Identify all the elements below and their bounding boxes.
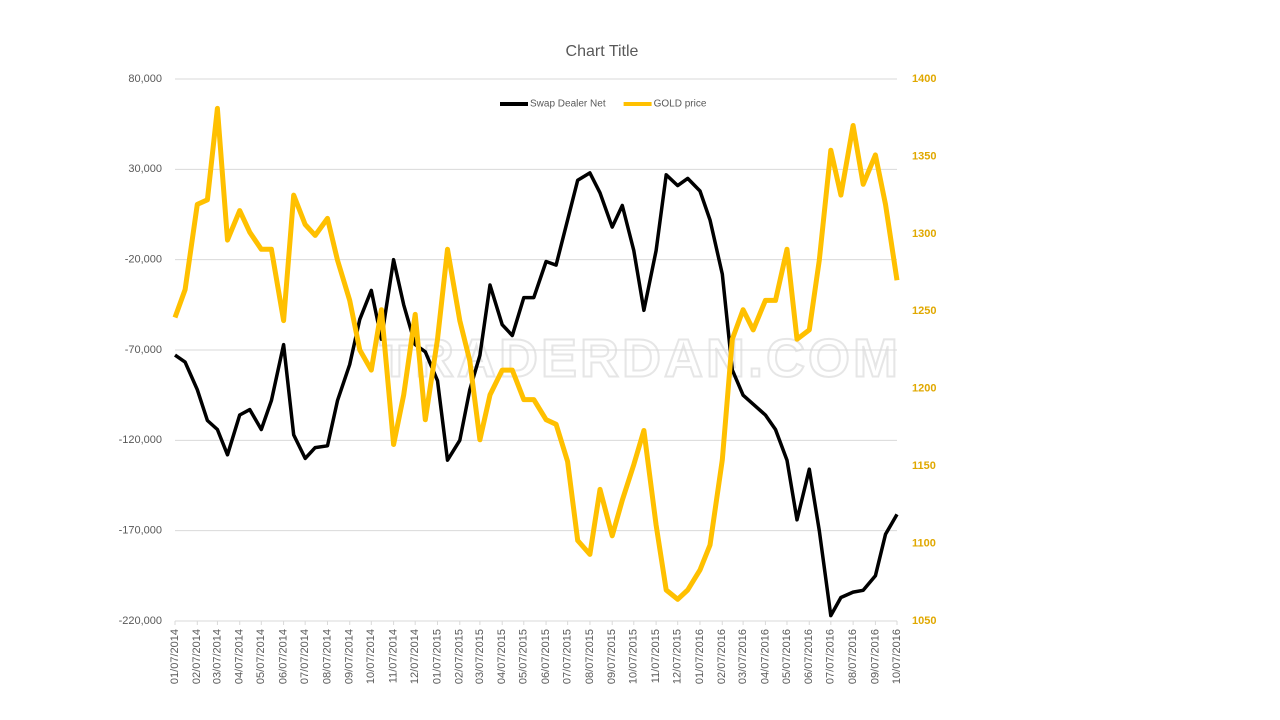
y-tick-label: 80,000 xyxy=(128,73,162,85)
chart-title: Chart Title xyxy=(566,43,639,60)
x-tick-label: 01/07/2016 xyxy=(694,629,706,684)
x-tick-label: 09/07/2016 xyxy=(869,629,881,684)
y-tick-label: -20,000 xyxy=(125,254,162,266)
watermark: TRADERDAN.COM xyxy=(379,328,901,388)
legend-label: GOLD price xyxy=(654,99,707,110)
y-tick-label: -120,000 xyxy=(119,434,162,446)
y2-tick-label: 1150 xyxy=(912,460,936,472)
x-tick-label: 10/07/2016 xyxy=(891,629,903,684)
x-tick-label: 07/07/2014 xyxy=(299,629,311,684)
x-tick-label: 04/07/2014 xyxy=(234,629,246,684)
x-tick-label: 11/07/2015 xyxy=(650,629,662,683)
x-tick-label: 08/07/2015 xyxy=(584,629,596,684)
x-tick-label: 03/07/2014 xyxy=(211,629,223,684)
x-tick-label: 08/07/2016 xyxy=(847,629,859,684)
legend-label: Swap Dealer Net xyxy=(530,99,606,110)
x-tick-label: 07/07/2016 xyxy=(825,629,837,684)
x-tick-label: 06/07/2015 xyxy=(540,629,552,684)
y2-tick-label: 1350 xyxy=(912,150,936,162)
x-tick-label: 06/07/2014 xyxy=(277,629,289,684)
y2-tick-label: 1300 xyxy=(912,228,936,240)
y2-tick-label: 1200 xyxy=(912,383,936,395)
x-tick-label: 09/07/2014 xyxy=(344,629,356,684)
x-tick-label: 06/07/2016 xyxy=(803,629,815,684)
x-tick-label: 02/07/2014 xyxy=(191,629,203,684)
x-tick-label: 10/07/2015 xyxy=(628,629,640,684)
series-line xyxy=(172,105,900,602)
x-tick-label: 12/07/2014 xyxy=(409,629,421,684)
y2-tick-label: 1400 xyxy=(912,73,936,85)
x-tick-label: 02/07/2015 xyxy=(454,629,466,684)
y-tick-label: -170,000 xyxy=(119,525,162,537)
y2-tick-label: 1100 xyxy=(912,537,936,549)
x-tick-label: 04/07/2015 xyxy=(496,629,508,684)
x-tick-label: 07/07/2015 xyxy=(562,629,574,684)
y-tick-label: -220,000 xyxy=(119,615,162,627)
x-tick-label: 08/07/2014 xyxy=(321,629,333,684)
x-tick-label: 10/07/2014 xyxy=(365,629,377,684)
y-tick-label: 30,000 xyxy=(128,163,162,175)
x-tick-label: 05/07/2014 xyxy=(255,629,267,684)
y2-tick-label: 1250 xyxy=(912,305,936,317)
x-tick-label: 09/07/2015 xyxy=(606,629,618,684)
x-tick-label: 02/07/2016 xyxy=(716,629,728,684)
y-tick-label: -70,000 xyxy=(125,344,162,356)
x-tick-label: 05/07/2015 xyxy=(518,629,530,684)
x-tick-label: 01/07/2014 xyxy=(169,629,181,684)
x-tick-label: 01/07/2015 xyxy=(431,629,443,684)
x-tick-label: 03/07/2015 xyxy=(474,629,486,684)
x-tick-label: 04/07/2016 xyxy=(759,629,771,684)
x-tick-label: 11/07/2014 xyxy=(388,629,400,683)
y2-tick-label: 1050 xyxy=(912,615,936,627)
x-tick-label: 03/07/2016 xyxy=(737,629,749,684)
series-line xyxy=(174,171,899,618)
x-tick-label: 12/07/2015 xyxy=(672,629,684,684)
x-tick-label: 05/07/2016 xyxy=(781,629,793,684)
